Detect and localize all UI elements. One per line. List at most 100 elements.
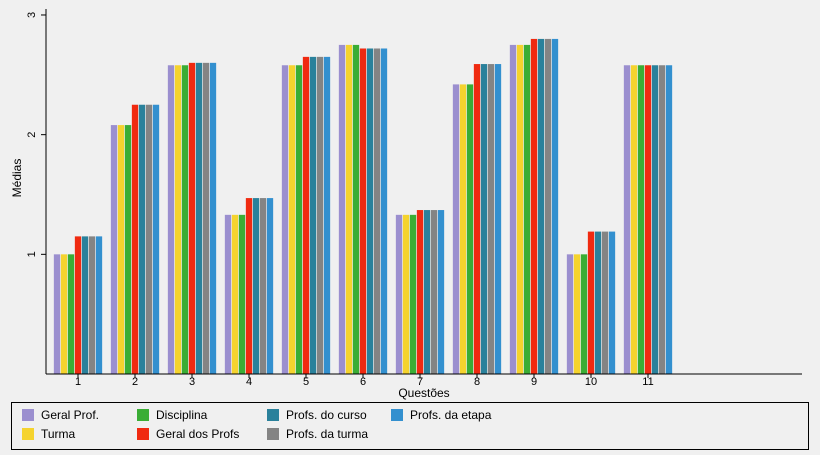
x-tick-label: 9 xyxy=(531,376,537,388)
bar-3-2 xyxy=(174,65,182,374)
bar-1-2 xyxy=(60,254,68,374)
legend-item: Geral dos Profs xyxy=(137,427,239,441)
bar-7-3 xyxy=(409,214,417,374)
bar-2-3 xyxy=(124,125,132,374)
x-tick-label: 2 xyxy=(132,376,138,388)
bar-9-3 xyxy=(523,44,531,375)
bar-5-6 xyxy=(316,56,324,375)
bar-11-1 xyxy=(623,65,631,374)
bar-9-1 xyxy=(509,44,517,375)
x-tick-label: 7 xyxy=(417,376,423,388)
bar-1-5 xyxy=(81,236,89,374)
legend-item: Profs. do curso xyxy=(267,408,367,422)
bar-10-1 xyxy=(566,254,574,374)
bar-11-2 xyxy=(630,65,638,374)
legend-swatch xyxy=(137,428,149,440)
legend-swatch xyxy=(267,409,279,421)
bar-3-4 xyxy=(188,62,196,374)
legend-swatch xyxy=(22,428,34,440)
bar-7-4 xyxy=(416,210,424,374)
bar-10-3 xyxy=(580,254,588,374)
legend-label: Profs. do curso xyxy=(286,408,367,422)
bar-8-4 xyxy=(473,64,481,375)
bar-11-7 xyxy=(665,65,673,374)
bar-3-3 xyxy=(181,65,189,374)
bar-7-5 xyxy=(423,210,431,374)
bar-6-7 xyxy=(380,48,388,375)
bar-2-7 xyxy=(152,104,160,375)
x-tick-label: 1 xyxy=(75,376,81,388)
bar-9-5 xyxy=(537,38,545,375)
legend-swatch xyxy=(22,409,34,421)
bar-8-7 xyxy=(494,64,502,375)
x-tick-label: 6 xyxy=(360,376,366,388)
bar-6-3 xyxy=(352,44,360,375)
bar-9-6 xyxy=(544,38,552,375)
bar-7-6 xyxy=(430,210,438,374)
bar-10-7 xyxy=(608,231,616,374)
x-tick-label: 4 xyxy=(246,376,252,388)
bar-9-7 xyxy=(551,38,559,375)
bar-4-3 xyxy=(238,214,246,374)
bar-2-1 xyxy=(110,125,118,374)
x-tick-label: 5 xyxy=(303,376,309,388)
bar-10-5 xyxy=(594,231,602,374)
bar-2-4 xyxy=(131,104,139,375)
bar-6-2 xyxy=(345,44,353,375)
bar-6-4 xyxy=(359,48,367,375)
legend-label: Geral Prof. xyxy=(41,408,100,422)
x-tick-label: 11 xyxy=(642,376,653,388)
bar-11-5 xyxy=(651,65,659,374)
bar-11-6 xyxy=(658,65,666,374)
bar-1-1 xyxy=(53,254,61,374)
bar-6-1 xyxy=(338,44,346,375)
bar-10-2 xyxy=(573,254,581,374)
bar-10-6 xyxy=(601,231,609,374)
bar-10-4 xyxy=(587,231,595,374)
bar-4-5 xyxy=(252,198,260,374)
chart-legend: Geral Prof. Turma Disciplina Geral dos Prof… xyxy=(11,402,809,450)
bar-2-5 xyxy=(138,104,146,375)
bar-1-6 xyxy=(88,236,96,374)
x-tick-label: 8 xyxy=(474,376,480,388)
legend-item: Profs. da turma xyxy=(267,427,368,441)
bar-1-7 xyxy=(95,236,103,374)
bar-3-5 xyxy=(195,62,203,374)
legend-label: Turma xyxy=(41,427,76,441)
bar-5-2 xyxy=(288,65,296,374)
y-tick-label: 3 xyxy=(26,12,38,18)
bar-8-2 xyxy=(459,84,467,374)
bar-7-7 xyxy=(437,210,445,374)
y-tick-label: 2 xyxy=(26,132,38,138)
bar-11-3 xyxy=(637,65,645,374)
legend-swatch xyxy=(137,409,149,421)
bar-8-1 xyxy=(452,84,460,374)
bar-4-4 xyxy=(245,198,253,374)
bar-7-1 xyxy=(395,214,403,374)
bar-3-1 xyxy=(167,65,175,374)
legend-swatch xyxy=(267,428,279,440)
bar-5-1 xyxy=(281,65,289,374)
legend-item: Disciplina xyxy=(137,408,207,422)
legend-item: Profs. da etapa xyxy=(391,408,491,422)
legend-item: Geral Prof. xyxy=(22,408,99,422)
bar-8-5 xyxy=(480,64,488,375)
bar-3-6 xyxy=(202,62,210,374)
bar-4-1 xyxy=(224,214,232,374)
bar-4-7 xyxy=(266,198,274,374)
legend-label: Disciplina xyxy=(156,408,208,422)
bars-layer xyxy=(53,38,673,375)
bar-3-7 xyxy=(209,62,217,374)
bar-5-4 xyxy=(302,56,310,375)
x-tick-label: 10 xyxy=(585,376,597,388)
bar-4-2 xyxy=(231,214,239,374)
bar-4-6 xyxy=(259,198,267,374)
bar-6-5 xyxy=(366,48,374,375)
y-tick-label: 1 xyxy=(26,251,38,257)
bar-1-4 xyxy=(74,236,82,374)
bar-9-4 xyxy=(530,38,538,375)
bar-5-7 xyxy=(323,56,331,375)
x-axis-label: Questões xyxy=(398,386,449,400)
bar-2-6 xyxy=(145,104,153,375)
